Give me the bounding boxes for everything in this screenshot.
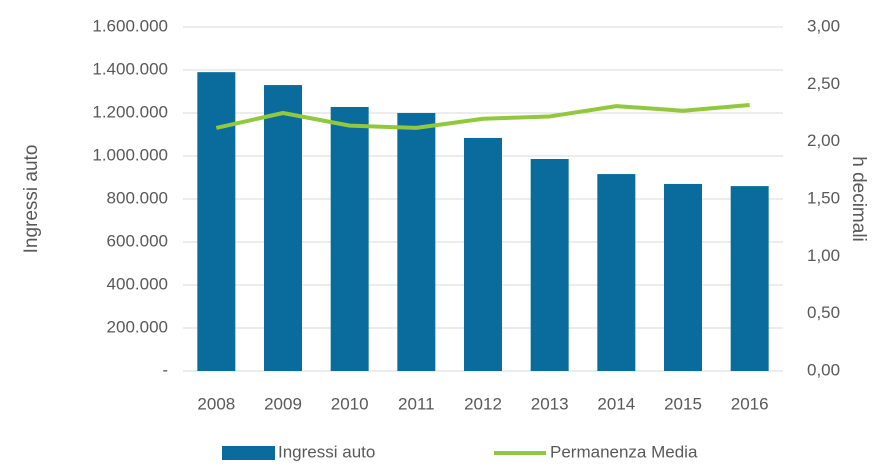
y2-tick-label: 0,50 <box>807 303 840 322</box>
bar <box>264 85 302 372</box>
bar <box>530 159 569 371</box>
y2-tick-label: 1,50 <box>807 188 840 207</box>
y2-tick-label: 3,00 <box>807 16 840 35</box>
y2-axis-title: h decimali <box>848 156 869 242</box>
y-tick-label: 600.000 <box>107 231 168 250</box>
bar <box>730 186 769 371</box>
y2-tick-label: 2,50 <box>807 74 840 93</box>
y2-tick-label: 2,00 <box>807 131 840 150</box>
x-tick-label: 2012 <box>464 394 502 413</box>
bar <box>464 137 502 371</box>
y-tick-label: 1.600.000 <box>92 16 168 35</box>
y-tick-label: 400.000 <box>107 274 168 293</box>
y-tick-label: 800.000 <box>107 188 168 207</box>
x-tick-label: 2015 <box>664 394 702 413</box>
x-tick-label: 2014 <box>597 394 635 413</box>
x-tick-label: 2009 <box>264 394 302 413</box>
y-tick-label: 1.400.000 <box>92 59 168 78</box>
legend-label: Permanenza Media <box>550 442 698 461</box>
y-tick-label: 1.200.000 <box>92 102 168 121</box>
x-tick-label: 2008 <box>197 394 235 413</box>
line <box>215 102 750 130</box>
y-tick-label: - <box>162 360 168 379</box>
y-axis-title: Ingressi auto <box>21 145 42 254</box>
x-tick-label: 2013 <box>531 394 569 413</box>
bar <box>397 113 436 371</box>
bar <box>197 72 236 372</box>
bar <box>330 106 369 371</box>
y-tick-label: 200.000 <box>107 317 168 336</box>
x-tick-label: 2010 <box>331 394 369 413</box>
y2-tick-label: 1,00 <box>807 246 840 265</box>
x-tick-label: 2011 <box>398 394 435 413</box>
bar <box>664 183 702 371</box>
x-tick-label: 2016 <box>731 394 769 413</box>
legend-label: Ingressi auto <box>278 442 375 461</box>
bar <box>597 174 636 371</box>
y-tick-label: 1.000.000 <box>92 145 168 164</box>
y2-tick-label: 0,00 <box>807 360 840 379</box>
legend-swatch <box>222 446 275 460</box>
